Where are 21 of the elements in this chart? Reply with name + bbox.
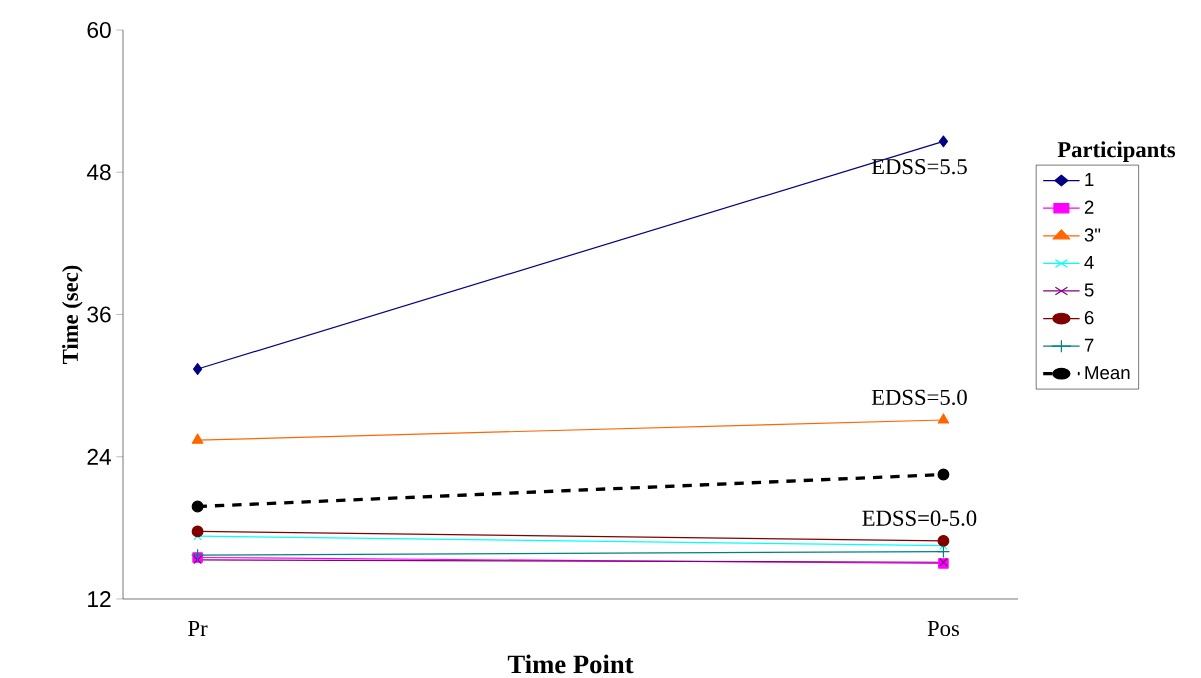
legend-label: 7 — [1084, 338, 1094, 352]
annotation: EDSS=5.0 — [871, 389, 967, 406]
legend-label: 3" — [1084, 228, 1101, 242]
legend-label: Mean — [1085, 366, 1130, 380]
y-tick-label: 60 — [87, 22, 111, 39]
x-tick-label: Pos — [927, 621, 959, 637]
annotation: EDSS=5.5 — [871, 159, 967, 175]
legend-label: 5 — [1084, 283, 1094, 297]
annotation: EDSS=0-5.0 — [862, 510, 977, 527]
y-tick-label: 24 — [87, 448, 111, 465]
legend-label: 4 — [1084, 256, 1094, 269]
legend-label: 2 — [1084, 200, 1094, 214]
legend-label: 1 — [1085, 173, 1094, 187]
y-tick-label: 36 — [87, 306, 111, 323]
legend-title: Participants — [1057, 141, 1176, 163]
y-axis-title: Time (sec) — [62, 265, 83, 365]
y-tick-label: 48 — [86, 164, 111, 181]
x-axis-title: Time Point — [507, 654, 634, 674]
legend-label: 6 — [1084, 311, 1094, 325]
y-tick-label: 12 — [88, 591, 111, 607]
x-tick-label: Pr — [188, 621, 208, 636]
